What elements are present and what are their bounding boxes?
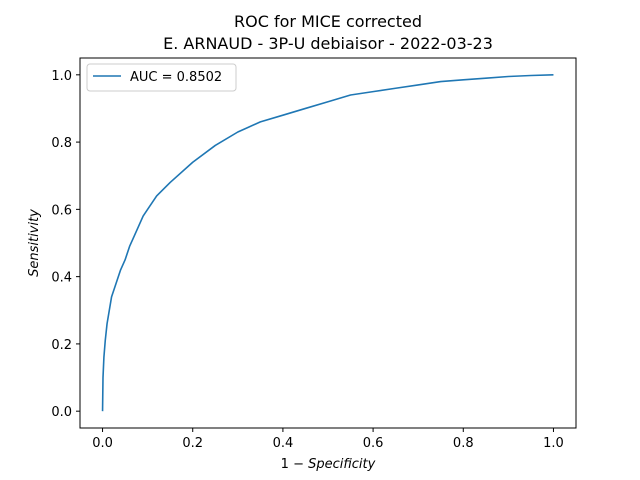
axes-frame xyxy=(79,57,577,429)
x-axis-label-prefix: 1 − xyxy=(281,457,308,472)
x-axis-label-italic: Specificity xyxy=(308,457,376,472)
y-tick-label: 0.0 xyxy=(51,405,72,420)
x-tick-label: 0.2 xyxy=(182,436,203,451)
y-tick-label: 0.4 xyxy=(51,271,72,286)
x-axis-label: 1 − Specificity xyxy=(281,457,376,472)
plot-area xyxy=(101,74,554,412)
y-axis-label: Sensitivity xyxy=(27,209,42,277)
y-tick-label: 0.6 xyxy=(51,203,72,218)
x-tick-label: 0.4 xyxy=(273,436,294,451)
x-tick-label: 0.6 xyxy=(363,436,384,451)
roc-curve-line xyxy=(101,74,554,412)
axis-ticks: 0.0 0.2 0.4 0.6 0.8 1.0 0.0 0.2 0.4 0.6 0.8 1.0 xyxy=(51,69,563,451)
y-tick-label: 0.2 xyxy=(51,338,72,353)
chart-title-line2: E. ARNAUD - 3P-U debiaisor - 2022-03-23 xyxy=(163,34,493,53)
y-tick-label: 1.0 xyxy=(51,69,72,84)
legend-box xyxy=(86,63,237,92)
x-tick-label: 0.0 xyxy=(92,436,113,451)
legend: AUC = 0.8502 xyxy=(86,63,237,92)
legend-label: AUC = 0.8502 xyxy=(130,70,222,85)
x-tick-label: 1.0 xyxy=(543,436,564,451)
x-tick-label: 0.8 xyxy=(453,436,474,451)
chart-title-line1: ROC for MICE corrected xyxy=(234,12,422,31)
y-tick-label: 0.8 xyxy=(51,136,72,151)
